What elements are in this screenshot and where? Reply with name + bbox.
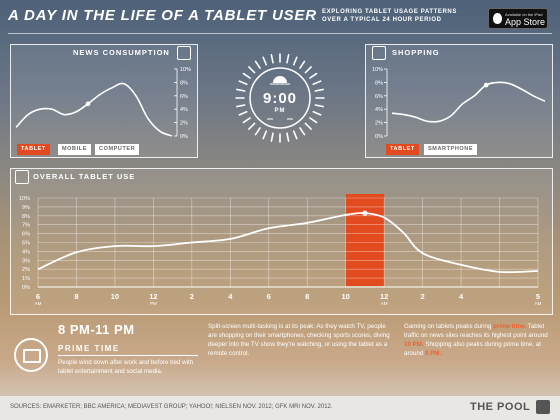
shopping-panel-title: SHOPPING xyxy=(392,48,440,57)
clock-ray-23 xyxy=(270,54,274,64)
overall-panel: OVERALL TABLET USE xyxy=(10,168,553,315)
shopping-bag-icon xyxy=(372,46,386,60)
subtitle-line-1: EXPLORING TABLET USAGE PATTERNS xyxy=(322,9,457,15)
multitasking-text: Split-screen multi-tasking is at its pea… xyxy=(208,323,390,357)
tablet-phone-icon xyxy=(177,46,191,60)
header-divider xyxy=(8,33,552,34)
news-legend-mobile[interactable]: MOBILE xyxy=(58,144,91,155)
footer-bar xyxy=(0,396,560,420)
sunset-icon xyxy=(273,76,287,83)
clock-ray-25 xyxy=(286,54,290,64)
prime-time-divider xyxy=(58,355,198,356)
clock-dial xyxy=(235,53,325,143)
appstore-big-text: App Store xyxy=(505,16,546,27)
page-subtitle: EXPLORING TABLET USAGE PATTERNS OVER A T… xyxy=(322,8,482,24)
clock-ray-26 xyxy=(292,56,298,66)
sources-text: SOURCES: EMARKETER; BBC AMERICA; MEDIAVE… xyxy=(10,404,333,410)
peaks-text-3: Shopping also peaks during prime time, a… xyxy=(404,341,541,357)
prime-time-range: 8 PM-11 PM xyxy=(58,322,135,337)
shopping-legend-smartphone[interactable]: SMARTPHONE xyxy=(424,144,478,155)
app-store-badge[interactable]: Available on the iPad App Store xyxy=(488,8,548,29)
clock-ray-11 xyxy=(254,127,261,136)
clock-ray-31 xyxy=(314,88,324,92)
subtitle-line-2: OVER A TYPICAL 24 HOUR PERIOD xyxy=(322,17,442,23)
clock-ray-22 xyxy=(262,56,268,66)
peaks-text: Gaming on tablets peaks during prime tim… xyxy=(404,322,554,358)
news-legend-computer[interactable]: COMPUTER xyxy=(95,144,140,155)
page-title: A DAY IN THE LIFE OF A TABLET USER xyxy=(8,7,317,24)
news-panel-title: NEWS CONSUMPTION xyxy=(73,48,170,57)
peaks-highlight-2: 10 PM. xyxy=(404,341,424,348)
brand-name[interactable]: THE POOL xyxy=(470,401,531,413)
clock-ray-5 xyxy=(299,127,306,136)
clock-ray-1 xyxy=(314,104,324,108)
clock-ray-12 xyxy=(248,122,256,130)
overall-panel-title: OVERALL TABLET USE xyxy=(33,172,136,181)
news-legend-tablet[interactable]: TABLET xyxy=(17,144,50,155)
clock-ray-13 xyxy=(242,117,251,124)
clock-ray-20 xyxy=(248,66,256,74)
clock-ray-17 xyxy=(236,88,246,92)
clock-ray-19 xyxy=(242,72,251,79)
clock: 9:00 PM xyxy=(228,46,332,150)
clock-ray-28 xyxy=(304,66,312,74)
clock-ray-14 xyxy=(238,110,248,116)
clock-ray-29 xyxy=(309,72,318,79)
peaks-highlight-3: 9 PM. xyxy=(425,350,442,357)
clock-ampm: PM xyxy=(274,108,286,114)
clock-ray-6 xyxy=(292,130,298,140)
appstore-small-text: Available on the iPad xyxy=(505,11,543,17)
clock-ray-2 xyxy=(312,110,322,116)
clock-ray-3 xyxy=(309,117,318,124)
clock-ray-9 xyxy=(270,132,274,142)
shopping-legend-tablet[interactable]: TABLET xyxy=(386,144,419,155)
clock-ray-18 xyxy=(238,80,248,86)
shopping-panel: SHOPPING TABLET SMARTPHONE xyxy=(365,44,553,158)
clock-time: 9:00 xyxy=(262,90,298,107)
tv-icon xyxy=(14,338,48,372)
clock-ray-15 xyxy=(236,104,246,108)
clock-ray-7 xyxy=(286,132,290,142)
clock-ray-30 xyxy=(312,80,322,86)
prime-time-description: People wind down after work and before b… xyxy=(58,359,194,375)
peaks-highlight-1: prime time. xyxy=(493,323,527,330)
brand-logo-icon[interactable] xyxy=(536,400,550,414)
prime-time-title: PRIME TIME xyxy=(58,344,120,353)
apple-icon xyxy=(493,13,502,24)
clock-ray-21 xyxy=(254,60,261,69)
clock-ray-4 xyxy=(304,122,312,130)
news-panel: NEWS CONSUMPTION TABLET MOBILE COMPUTER xyxy=(10,44,198,158)
peaks-text-1: Gaming on tablets peaks during xyxy=(404,323,492,330)
clock-ray-10 xyxy=(262,130,268,140)
tablet-icon xyxy=(15,170,29,184)
clock-face xyxy=(249,67,311,129)
peaks-text-2: Tablet traffic on news sites reaches its… xyxy=(404,323,548,339)
clock-ray-27 xyxy=(299,60,306,69)
